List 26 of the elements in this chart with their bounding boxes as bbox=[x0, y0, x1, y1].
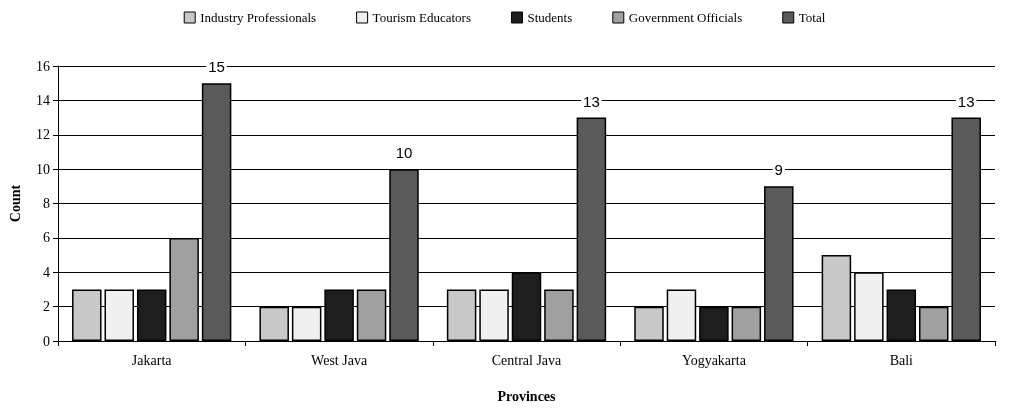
x-tick-label: West Java bbox=[311, 352, 368, 368]
x-tick-label: Jakarta bbox=[131, 352, 173, 368]
x-axis-title: Provinces bbox=[497, 388, 557, 404]
y-tick-label: 14 bbox=[36, 92, 50, 108]
x-tick-label: Bali bbox=[889, 352, 914, 368]
legend-label: Students bbox=[527, 10, 573, 25]
legend-label: Industry Professionals bbox=[200, 10, 317, 25]
y-tick-label: 10 bbox=[36, 161, 50, 177]
y-tick-label: 4 bbox=[43, 264, 50, 280]
data-label: 9 bbox=[774, 161, 783, 179]
y-tick-label: 0 bbox=[43, 333, 50, 349]
x-tick-label: Yogyakarta bbox=[681, 352, 747, 368]
data-label: 10 bbox=[395, 144, 413, 162]
legend-label: Tourism Educators bbox=[372, 10, 472, 25]
legend-label: Total bbox=[798, 10, 826, 25]
y-tick-label: 2 bbox=[43, 299, 50, 315]
data-label: 13 bbox=[583, 92, 600, 110]
y-axis-title: Count bbox=[7, 184, 23, 223]
legend-label: Government Officials bbox=[628, 10, 743, 25]
data-label: 13 bbox=[957, 92, 975, 110]
y-tick-label: 12 bbox=[36, 127, 50, 143]
y-tick-label: 6 bbox=[43, 230, 50, 246]
data-label: 15 bbox=[208, 58, 225, 76]
x-tick-label: Central Java bbox=[491, 352, 563, 368]
y-tick-label: 16 bbox=[36, 58, 50, 74]
y-tick-label: 8 bbox=[43, 196, 50, 211]
